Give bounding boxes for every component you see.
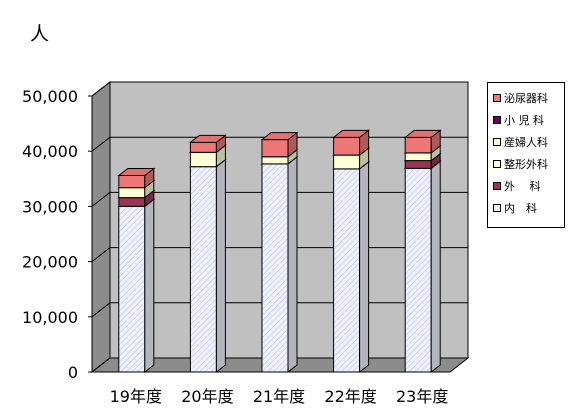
legend-label: 整形外科: [504, 158, 548, 171]
bar-side: [359, 160, 370, 374]
bar-segment: [333, 136, 361, 156]
legend-label: 外 科: [504, 180, 541, 193]
bar-side: [430, 160, 441, 374]
legend-swatch: [493, 204, 501, 212]
bar-segment: [189, 151, 217, 168]
bar-segment: [118, 187, 146, 199]
legend-label: 産婦人科: [504, 136, 548, 149]
legend-swatch: [493, 160, 501, 168]
bar-top: [332, 129, 371, 138]
bar-side: [144, 198, 155, 374]
bar-segment: [404, 160, 432, 169]
bar-segment: [404, 136, 432, 154]
bar-top: [403, 129, 442, 138]
y-tick-label: 40,000: [22, 142, 78, 161]
bar-segment: [404, 152, 432, 162]
bar-segment: [261, 163, 289, 373]
legend-label: 内 科: [504, 202, 537, 215]
bar-segment: [189, 141, 217, 153]
y-tick-label: 50,000: [22, 87, 78, 106]
legend-item: 泌尿器科: [493, 87, 564, 109]
legend-item: 整形外科: [493, 153, 564, 175]
bar-segment: [118, 174, 146, 189]
bar-segment: [118, 197, 146, 207]
x-tick-label: 20年度: [181, 387, 233, 406]
y-tick-label: 20,000: [22, 253, 78, 272]
bar-top: [117, 167, 156, 176]
legend-swatch: [493, 116, 501, 124]
legend-item: 内 科: [493, 197, 564, 219]
bar-segment: [333, 154, 361, 170]
bar-top: [260, 132, 299, 141]
legend-label: 小 児 科: [504, 114, 544, 127]
legend-item: 外 科: [493, 175, 564, 197]
bar-top: [188, 134, 227, 143]
bar-side: [215, 158, 226, 374]
legend-label: 泌尿器科: [504, 92, 548, 105]
x-tick-label: 22年度: [324, 387, 376, 406]
bar-segment: [404, 167, 432, 373]
y-tick-label: 30,000: [22, 197, 78, 216]
legend-swatch: [493, 94, 501, 102]
bar-segment: [333, 168, 361, 373]
y-tick-label: 0: [68, 363, 78, 382]
chart-title: 人: [30, 23, 49, 45]
x-tick-label: 21年度: [253, 387, 305, 406]
x-tick-label: 19年度: [110, 387, 162, 406]
bar-segment: [189, 166, 217, 373]
legend-item: 小 児 科: [493, 109, 564, 131]
legend-item: 産婦人科: [493, 131, 564, 153]
bar-segment: [261, 139, 289, 158]
legend-swatch: [493, 182, 501, 190]
side-wall: [91, 80, 111, 374]
gridline: [91, 81, 468, 97]
x-tick-label: 23年度: [396, 387, 448, 406]
legend-swatch: [493, 138, 501, 146]
y-tick-label: 10,000: [22, 308, 78, 327]
bar-segment: [261, 156, 289, 165]
bar-segment: [118, 205, 146, 373]
legend: 泌尿器科小 児 科産婦人科整形外科外 科内 科: [487, 82, 565, 228]
bar-side: [287, 155, 298, 374]
